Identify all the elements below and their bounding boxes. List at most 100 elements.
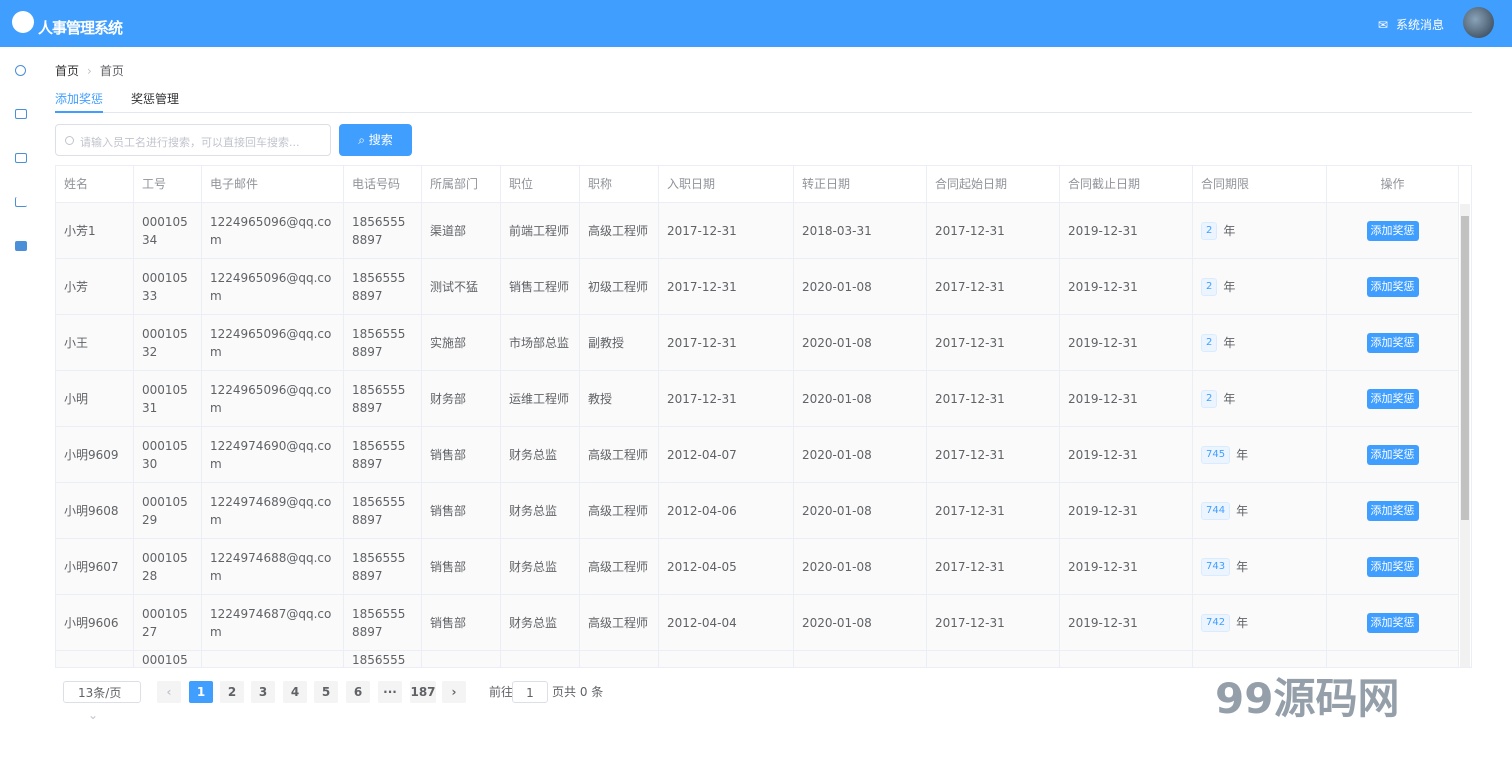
table-cell: 2017-12-31	[927, 371, 1060, 426]
table-cell	[580, 651, 659, 667]
table-cell: 添加奖惩	[1327, 259, 1459, 314]
breadcrumb-home[interactable]: 首页	[55, 64, 80, 78]
table-cell: 2019-12-31	[1060, 371, 1193, 426]
table-cell: 1224965096@qq.com	[202, 259, 344, 314]
add-reward-button[interactable]: 添加奖惩	[1366, 332, 1419, 353]
add-reward-button[interactable]: 添加奖惩	[1366, 612, 1419, 633]
search-button[interactable]: ⌕ 搜索	[339, 124, 412, 156]
table-row: 小芳1 00010534 1224965096@qq.com 18565558897 渠…	[56, 203, 1459, 259]
chart-icon[interactable]	[15, 197, 27, 207]
table-cell	[1327, 651, 1459, 667]
page-button[interactable]: 3	[251, 681, 275, 703]
page-button[interactable]: 4	[283, 681, 307, 703]
next-page-button[interactable]: ›	[442, 681, 466, 703]
messages-link[interactable]: ✉ 系统消息	[1378, 16, 1452, 33]
table-cell: 高级工程师	[580, 427, 659, 482]
goto-page-input[interactable]: 1	[512, 681, 548, 703]
term-tag: 745	[1201, 445, 1231, 464]
column-header: 入职日期	[659, 166, 794, 202]
table-cell: 小明9606	[56, 595, 134, 650]
table-cell: 743 年	[1193, 539, 1327, 594]
mail-icon: ✉	[1377, 18, 1388, 32]
table-cell: 2017-12-31	[659, 371, 794, 426]
table-cell: 2017-12-31	[927, 315, 1060, 370]
avatar[interactable]	[1463, 7, 1494, 38]
top-bar: 人事管理系统 ✉ 系统消息	[0, 0, 1512, 47]
money-icon[interactable]	[15, 153, 27, 163]
table-header: 姓名 工号 电子邮件 电话号码 所属部门 职位 职称 入职日期 转正日期 合同起始日期 合同截止日期…	[56, 166, 1459, 203]
table-cell: 2019-12-31	[1060, 595, 1193, 650]
prev-page-button[interactable]: ‹	[157, 681, 181, 703]
term-unit: 年	[1236, 559, 1249, 574]
windows-icon[interactable]	[15, 241, 27, 251]
table-cell: 2012-04-06	[659, 483, 794, 538]
term-unit: 年	[1223, 335, 1236, 350]
tab-reward-management[interactable]: 奖惩管理	[131, 92, 180, 106]
breadcrumb-current: 首页	[99, 64, 124, 78]
term-unit: 年	[1236, 503, 1249, 518]
term-unit: 年	[1223, 223, 1236, 238]
column-header: 电子邮件	[202, 166, 344, 202]
table-cell: 2020-01-08	[794, 315, 927, 370]
page-button[interactable]: 187	[410, 681, 436, 703]
page-button[interactable]: 1	[189, 681, 213, 703]
page-size-select[interactable]: 13条/页 ⌄	[63, 681, 141, 722]
id-card-icon[interactable]	[15, 109, 27, 119]
page-button[interactable]: 6	[346, 681, 370, 703]
table-cell: 18565558897	[344, 427, 422, 482]
table-cell: 销售工程师	[501, 259, 580, 314]
page-button[interactable]: 5	[314, 681, 338, 703]
table-cell: 1224974689@qq.com	[202, 483, 344, 538]
table-cell: 2020-01-08	[794, 483, 927, 538]
term-tag: 2	[1201, 221, 1218, 240]
table-cell: 2020-01-08	[794, 539, 927, 594]
total-count: 页共 0 条	[552, 685, 604, 699]
table-cell: 财务部	[422, 371, 501, 426]
add-reward-button[interactable]: 添加奖惩	[1366, 276, 1419, 297]
column-header: 职称	[580, 166, 659, 202]
table-cell: 高级工程师	[580, 483, 659, 538]
add-reward-button[interactable]: 添加奖惩	[1366, 444, 1419, 465]
table-cell: 1224965096@qq.com	[202, 315, 344, 370]
table-cell: 销售部	[422, 595, 501, 650]
table-cell: 添加奖惩	[1327, 595, 1459, 650]
user-icon[interactable]	[15, 65, 26, 76]
table-cell	[422, 651, 501, 667]
table-cell: 18565558897	[344, 371, 422, 426]
table-cell: 2017-12-31	[927, 427, 1060, 482]
table-cell	[501, 651, 580, 667]
add-reward-button[interactable]: 添加奖惩	[1366, 556, 1419, 577]
table-cell: 18565558897	[344, 539, 422, 594]
logo-icon	[12, 11, 34, 33]
table-cell: 2017-12-31	[659, 315, 794, 370]
table-cell: 0001052	[134, 651, 202, 667]
tab-add-reward[interactable]: 添加奖惩	[55, 90, 104, 113]
table-cell: 添加奖惩	[1327, 427, 1459, 482]
table-cell: 前端工程师	[501, 203, 580, 258]
term-tag: 744	[1201, 501, 1231, 520]
table-cell: 2018-03-31	[794, 203, 927, 258]
table-cell: 2017-12-31	[927, 483, 1060, 538]
table-cell: 小芳1	[56, 203, 134, 258]
table-cell: 初级工程师	[580, 259, 659, 314]
term-unit: 年	[1223, 391, 1236, 406]
table-cell: 2012-04-07	[659, 427, 794, 482]
table-cell: 2012-04-05	[659, 539, 794, 594]
table-cell	[1193, 651, 1327, 667]
column-header: 所属部门	[422, 166, 501, 202]
add-reward-button[interactable]: 添加奖惩	[1366, 220, 1419, 241]
term-tag: 743	[1201, 557, 1231, 576]
column-header: 转正日期	[794, 166, 927, 202]
table-cell: 1224965096@qq.com	[202, 203, 344, 258]
table-cell: 小芳	[56, 259, 134, 314]
add-reward-button[interactable]: 添加奖惩	[1366, 500, 1419, 521]
table-cell: 745 年	[1193, 427, 1327, 482]
page-button[interactable]: 2	[220, 681, 244, 703]
table-scrollbar[interactable]	[1460, 204, 1470, 667]
table-cell: 00010534	[134, 203, 202, 258]
search-input[interactable]: 请输入员工名进行搜索，可以直接回车搜索...	[55, 124, 331, 156]
add-reward-button[interactable]: 添加奖惩	[1366, 388, 1419, 409]
page-button[interactable]: ···	[378, 681, 402, 703]
watermark: 99源码网	[1215, 674, 1400, 723]
